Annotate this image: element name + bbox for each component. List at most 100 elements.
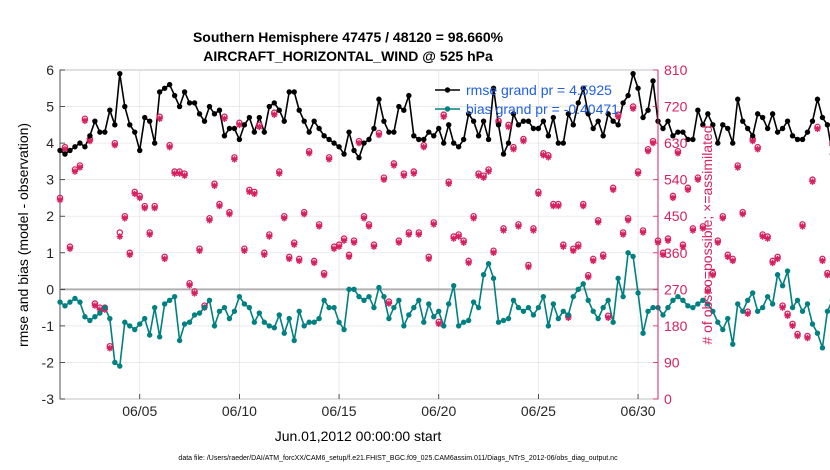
obs-assimilated-point <box>320 271 328 279</box>
obs-assimilated-point <box>236 121 243 129</box>
bias-point <box>376 284 382 291</box>
bias-point <box>480 272 487 278</box>
bias-point <box>730 341 736 347</box>
bias-point <box>156 334 163 340</box>
bias-point <box>256 310 263 316</box>
obs-assimilated-point <box>176 170 183 177</box>
x-axis: 06/05 06/10 06/15 06/20 06/25 06/30 <box>122 394 656 419</box>
bias-point <box>605 297 611 303</box>
obs-assimilated-point <box>221 115 228 122</box>
bias-point <box>171 293 178 300</box>
bias-point <box>465 317 472 324</box>
rmse-point <box>565 111 571 117</box>
obs-assimilated-point <box>510 146 517 153</box>
rmse-point <box>296 107 302 113</box>
rmse-point <box>97 129 103 135</box>
bias-point <box>241 301 248 307</box>
obs-assimilated-point <box>370 243 378 250</box>
bias-point <box>386 315 392 322</box>
bias-point <box>500 317 507 324</box>
rmse-point <box>231 125 238 132</box>
left-y-axis-label: rmse and bias (model - observation) <box>15 123 31 347</box>
rmse-point <box>151 140 158 146</box>
rmse-point <box>281 118 287 124</box>
bias-point <box>231 308 238 314</box>
rmse-point <box>331 140 337 146</box>
obs-assimilated-point <box>191 290 198 297</box>
rmse-point <box>600 133 606 139</box>
bias-point <box>455 323 462 329</box>
bias-point <box>575 286 581 293</box>
rmse-point <box>366 136 372 143</box>
rmse-point <box>740 118 746 124</box>
obs-assimilated-point <box>166 143 173 151</box>
obs-assimilated-point <box>729 257 736 265</box>
bias-point <box>505 315 512 322</box>
obs-assimilated-point <box>664 237 672 244</box>
rmse-point <box>291 89 297 95</box>
rmse-point <box>361 140 367 146</box>
obs-assimilated-point <box>61 146 69 153</box>
bias-point <box>406 312 412 318</box>
obs-assimilated-point <box>699 225 707 232</box>
obs-assimilated-point <box>535 190 542 198</box>
left-tick-label: 2 <box>46 208 54 224</box>
obs-assimilated-point <box>659 251 667 259</box>
rmse-point <box>645 107 651 113</box>
obs-assimilated-point <box>281 215 288 222</box>
bias-point <box>216 308 223 314</box>
chart-title-line2: AIRCRAFT_HORIZONTAL_WIND @ 525 hPa <box>203 48 493 64</box>
rmse-point <box>630 70 636 77</box>
obs-assimilated-point <box>505 123 512 131</box>
obs-assimilated-point <box>350 239 358 246</box>
gridlines <box>60 69 658 400</box>
data-marks <box>56 70 830 369</box>
bias-point <box>640 330 646 336</box>
left-tick-label: 1 <box>46 245 54 261</box>
rmse-point <box>470 118 477 124</box>
obs-assimilated-point <box>86 137 94 145</box>
rmse-point <box>710 122 716 128</box>
bias-point <box>680 297 686 303</box>
obs-assimilated-point <box>590 257 597 265</box>
rmse-point <box>754 111 761 117</box>
rmse-point <box>495 122 502 128</box>
bias-point <box>779 282 786 289</box>
rmse-point <box>82 144 88 150</box>
bias-point <box>201 304 208 311</box>
bias-point <box>590 308 596 314</box>
obs-assimilated-point <box>335 243 343 250</box>
bias-point <box>97 310 103 316</box>
obs-assimilated-point <box>300 210 308 218</box>
obs-assimilated-point <box>585 273 592 281</box>
left-tick-label: 6 <box>46 62 54 78</box>
obs-assimilated-point <box>480 174 487 181</box>
bias-point <box>196 310 203 316</box>
obs-assimilated-point <box>261 251 268 259</box>
bias-point <box>670 297 676 303</box>
obs-assimilated-point <box>804 334 811 342</box>
bias-point <box>710 308 716 314</box>
left-tick-label: -1 <box>42 318 55 334</box>
left-tick-label: 3 <box>46 172 54 188</box>
bias-point <box>186 319 193 325</box>
obs-assimilated-point <box>420 143 427 151</box>
rmse-point <box>411 133 417 139</box>
x-tick-label: 06/10 <box>222 403 257 419</box>
bias-point <box>749 290 756 296</box>
bias-point <box>804 301 811 307</box>
bias-point <box>341 326 347 333</box>
bias-point <box>695 301 701 307</box>
bias-point <box>535 304 542 311</box>
bias-point <box>72 295 78 302</box>
rmse-point <box>660 125 666 132</box>
obs-assimilated-point <box>106 345 114 352</box>
obs-assimilated-point <box>624 217 632 224</box>
obs-assimilated-point <box>609 186 617 194</box>
obs-assimilated-point <box>81 117 89 124</box>
bias-point <box>705 301 711 307</box>
right-tick-label: 630 <box>664 135 688 151</box>
obs-assimilated-point <box>181 172 188 179</box>
rmse-point <box>455 144 462 150</box>
obs-assimilated-point <box>196 247 203 254</box>
